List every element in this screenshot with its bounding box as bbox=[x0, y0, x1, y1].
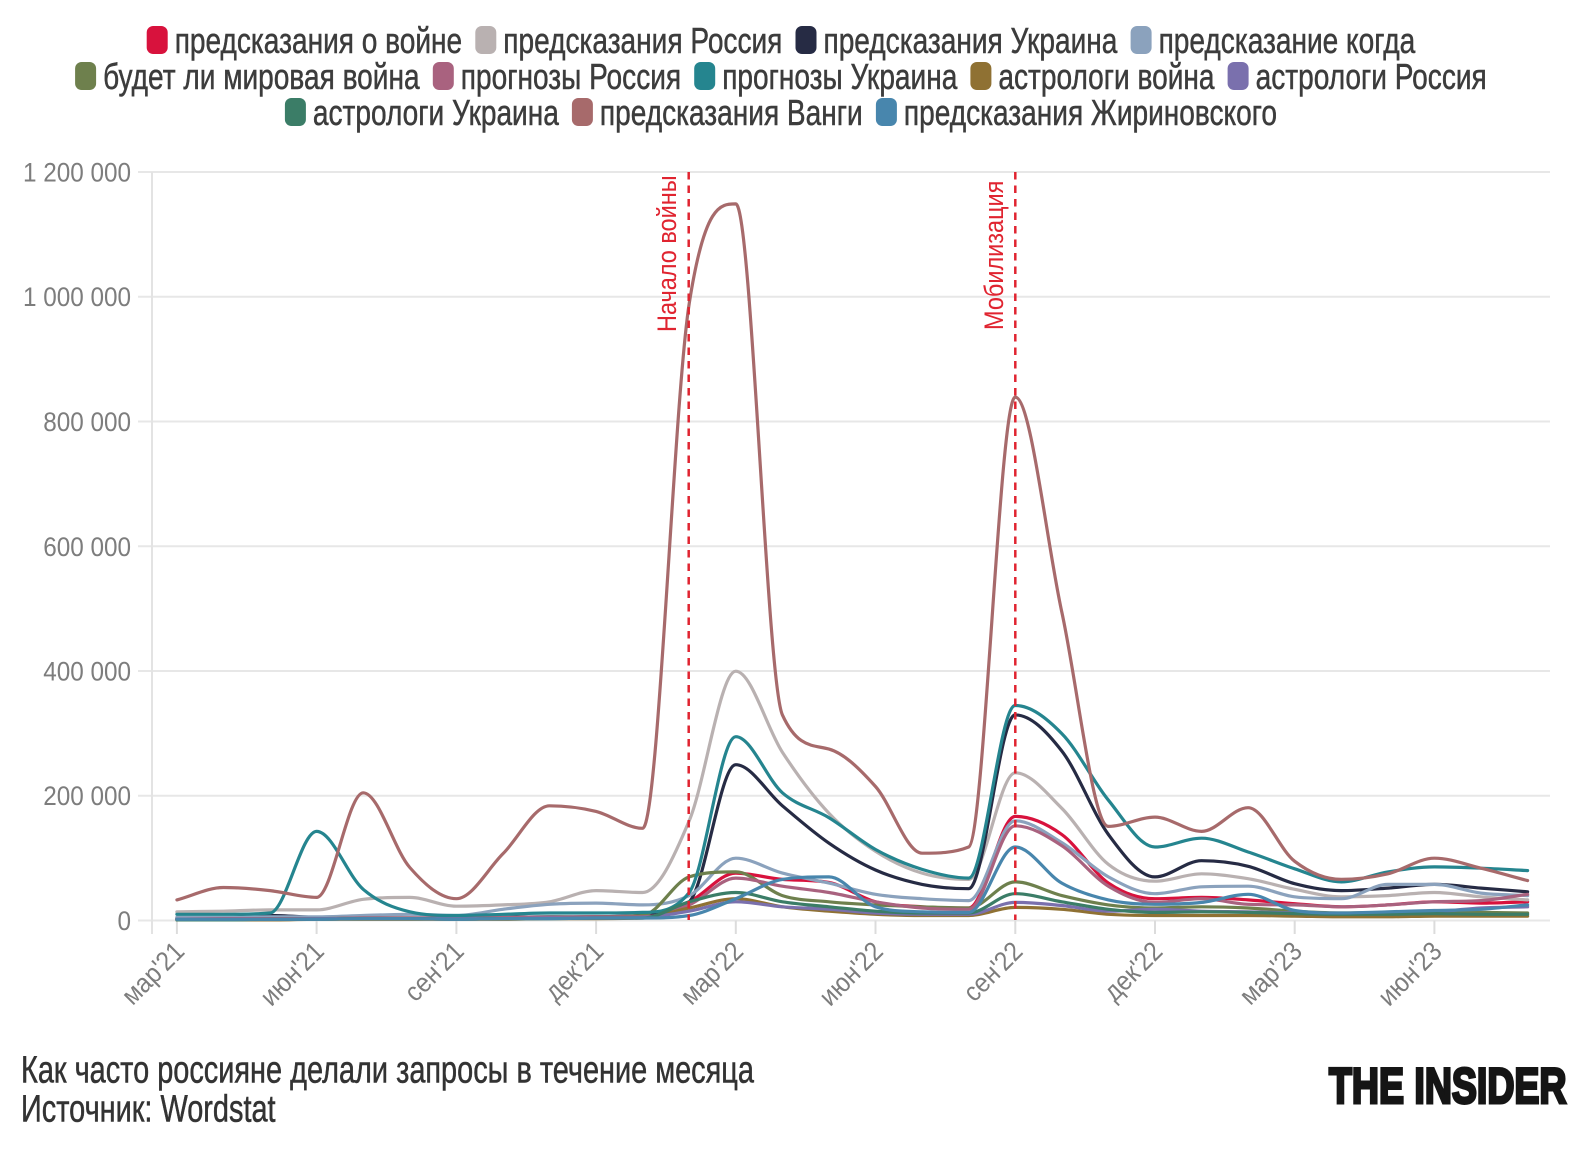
svg-text:астрологи Украина: астрологи Украина bbox=[313, 93, 559, 133]
svg-text:астрологи Россия: астрологи Россия bbox=[1256, 57, 1487, 97]
svg-text:предсказание когда: предсказание когда bbox=[1159, 21, 1416, 61]
svg-text:Начало войны: Начало войны bbox=[653, 175, 683, 332]
svg-text:1 000 000: 1 000 000 bbox=[23, 283, 131, 312]
svg-text:предсказания Россия: предсказания Россия bbox=[503, 21, 782, 61]
svg-text:прогнозы Украина: прогнозы Украина bbox=[722, 57, 957, 97]
svg-text:600 000: 600 000 bbox=[43, 533, 131, 562]
svg-text:1 200 000: 1 200 000 bbox=[23, 158, 131, 187]
svg-text:предсказания о войне: предсказания о войне bbox=[175, 21, 462, 61]
svg-text:будет ли мировая война: будет ли мировая война bbox=[103, 57, 420, 97]
svg-text:0: 0 bbox=[117, 907, 131, 936]
svg-text:астрологи война: астрологи война bbox=[998, 57, 1214, 97]
svg-text:THE INSIDER: THE INSIDER bbox=[1329, 1059, 1566, 1114]
svg-text:200 000: 200 000 bbox=[43, 782, 131, 811]
svg-text:800 000: 800 000 bbox=[43, 408, 131, 437]
svg-text:предсказания Жириновского: предсказания Жириновского bbox=[904, 93, 1277, 133]
svg-text:Источник: Wordstat: Источник: Wordstat bbox=[21, 1088, 276, 1131]
svg-text:400 000: 400 000 bbox=[43, 657, 131, 686]
svg-text:предсказания Украина: предсказания Украина bbox=[824, 21, 1118, 61]
svg-text:Мобилизация: Мобилизация bbox=[980, 181, 1010, 330]
svg-text:предсказания Ванги: предсказания Ванги bbox=[600, 93, 863, 133]
svg-text:прогнозы Россия: прогнозы Россия bbox=[461, 57, 681, 97]
svg-text:Как часто россияне делали запр: Как часто россияне делали запросы в тече… bbox=[21, 1049, 754, 1092]
